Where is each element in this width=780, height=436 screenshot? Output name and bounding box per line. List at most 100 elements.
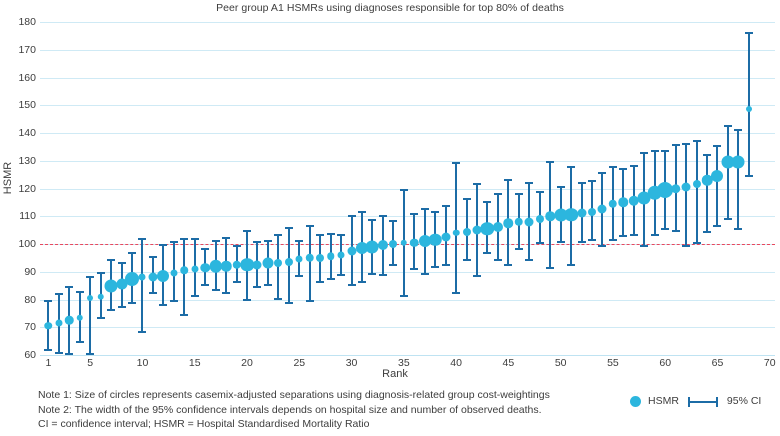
hsmr-data-point[interactable]	[200, 262, 210, 273]
hsmr-data-point[interactable]	[44, 322, 53, 330]
hsmr-data-point[interactable]	[514, 217, 524, 227]
hsmr-data-point[interactable]	[657, 181, 674, 198]
hsmr-data-point[interactable]	[377, 240, 388, 251]
hsmr-data-point[interactable]	[535, 215, 544, 224]
hsmr-data-point[interactable]	[337, 251, 345, 259]
ci-cap-lower	[535, 242, 544, 244]
ci-cap-lower	[378, 273, 387, 276]
ci-cap-lower	[619, 235, 628, 238]
hsmr-data-point[interactable]	[554, 208, 568, 222]
ci-cap-lower	[682, 244, 691, 247]
hsmr-data-point[interactable]	[692, 180, 701, 189]
ci-cap-upper	[284, 227, 293, 230]
ci-cap-upper	[274, 234, 283, 237]
hsmr-data-point[interactable]	[356, 242, 369, 255]
hsmr-data-point[interactable]	[262, 257, 274, 269]
x-axis-tick-labels: 1 5 10 15 20 25 30 35 40 45 50 55 60 65 70	[40, 357, 775, 371]
hsmr-data-point[interactable]	[480, 221, 495, 236]
ci-cap-lower	[671, 229, 680, 232]
hsmr-data-point[interactable]	[681, 182, 691, 192]
hsmr-data-point[interactable]	[628, 195, 640, 207]
ci-cap-lower	[138, 330, 147, 333]
y-tick-label: 140	[18, 127, 36, 139]
hsmr-data-point[interactable]	[503, 218, 514, 228]
ci-cap-upper	[546, 160, 555, 163]
hsmr-data-point[interactable]	[711, 170, 724, 182]
hsmr-data-point[interactable]	[305, 253, 314, 263]
ci-cap-upper	[347, 214, 356, 217]
hsmr-data-point[interactable]	[462, 227, 471, 236]
hsmr-data-point[interactable]	[125, 271, 139, 286]
hsmr-data-point[interactable]	[608, 199, 618, 208]
hsmr-data-point[interactable]	[316, 253, 325, 262]
hsmr-data-point[interactable]	[104, 279, 118, 293]
hsmr-data-point[interactable]	[274, 259, 283, 268]
ci-cap-upper	[410, 213, 419, 216]
ci-cap-upper	[211, 239, 220, 242]
hsmr-data-point[interactable]	[618, 197, 629, 208]
y-axis-tick-labels: 60 70 80 90 100 110 120 130 140 150 160 170 180	[0, 16, 36, 361]
hsmr-data-point[interactable]	[564, 208, 578, 222]
hsmr-data-point[interactable]	[492, 222, 503, 233]
hsmr-data-point[interactable]	[148, 272, 158, 282]
ci-cap-upper	[692, 139, 701, 142]
hsmr-data-point[interactable]	[701, 174, 713, 186]
hsmr-data-point[interactable]	[597, 204, 607, 214]
hsmr-data-point[interactable]	[65, 316, 74, 325]
hsmr-data-point[interactable]	[428, 233, 442, 247]
hsmr-data-point[interactable]	[365, 240, 379, 254]
ci-cap-lower	[117, 305, 126, 308]
hsmr-data-point[interactable]	[97, 293, 104, 300]
x-tick-label: 25	[293, 357, 306, 369]
hsmr-data-point[interactable]	[400, 239, 408, 246]
hsmr-data-point[interactable]	[410, 238, 419, 247]
hsmr-data-point[interactable]	[116, 278, 128, 290]
hsmr-data-point[interactable]	[670, 183, 681, 194]
hsmr-data-point[interactable]	[545, 211, 555, 221]
hsmr-data-point[interactable]	[191, 265, 199, 273]
hsmr-data-point[interactable]	[87, 295, 94, 302]
note-1: Note 1: Size of circles represents casem…	[38, 389, 550, 401]
hsmr-data-point[interactable]	[588, 208, 597, 217]
ci-cap-lower	[44, 348, 53, 351]
hsmr-data-point[interactable]	[138, 273, 146, 281]
hsmr-data-point[interactable]	[240, 258, 254, 272]
hsmr-data-point[interactable]	[441, 232, 451, 242]
hsmr-data-point[interactable]	[389, 240, 398, 248]
hsmr-data-point[interactable]	[295, 255, 303, 263]
hsmr-data-point[interactable]	[232, 260, 241, 270]
hsmr-data-point[interactable]	[157, 269, 170, 282]
hsmr-data-point[interactable]	[347, 246, 357, 256]
hsmr-data-point[interactable]	[418, 235, 431, 248]
ci-cap-lower	[159, 304, 168, 307]
hsmr-data-point[interactable]	[524, 217, 534, 227]
ci-cap-upper	[295, 239, 304, 242]
hsmr-data-point[interactable]	[472, 225, 482, 235]
hsmr-data-point[interactable]	[284, 258, 293, 267]
ci-cap-upper	[420, 207, 429, 210]
x-tick-label: 10	[136, 357, 149, 369]
hsmr-data-point[interactable]	[252, 260, 262, 270]
ci-cap-upper	[431, 210, 440, 213]
hsmr-data-point[interactable]	[721, 155, 735, 169]
hsmr-data-point[interactable]	[170, 269, 178, 277]
x-tick-label: 55	[607, 357, 619, 369]
hsmr-data-point[interactable]	[577, 208, 587, 218]
hsmr-data-point[interactable]	[731, 155, 745, 169]
hsmr-data-point[interactable]	[326, 252, 335, 261]
ci-cap-lower	[483, 251, 492, 254]
ci-cap-upper	[462, 198, 471, 201]
ci-cap-upper	[148, 256, 157, 259]
hsmr-data-point[interactable]	[180, 266, 189, 275]
hsmr-data-point[interactable]	[452, 229, 460, 237]
hsmr-data-point[interactable]	[55, 319, 63, 327]
ci-cap-lower	[253, 286, 262, 289]
gridline	[40, 216, 775, 218]
ci-cap-upper	[389, 220, 398, 223]
hsmr-data-point[interactable]	[76, 314, 83, 321]
ci-cap-lower	[452, 291, 461, 294]
hsmr-data-point[interactable]	[209, 259, 222, 273]
ci-cap-lower	[577, 240, 586, 243]
hsmr-data-point[interactable]	[745, 106, 752, 113]
hsmr-data-point[interactable]	[220, 260, 232, 272]
